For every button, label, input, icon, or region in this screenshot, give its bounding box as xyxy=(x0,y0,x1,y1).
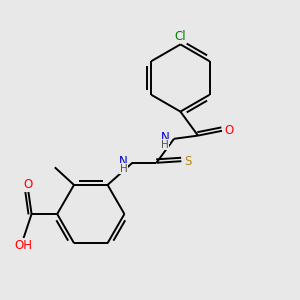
Text: N: N xyxy=(161,131,170,144)
Text: O: O xyxy=(224,124,234,137)
Text: S: S xyxy=(185,155,192,168)
Text: O: O xyxy=(24,178,33,191)
Text: Cl: Cl xyxy=(175,30,186,43)
Text: H: H xyxy=(120,164,127,174)
Text: N: N xyxy=(119,155,128,168)
Text: H: H xyxy=(161,140,169,150)
Text: OH: OH xyxy=(15,238,33,252)
